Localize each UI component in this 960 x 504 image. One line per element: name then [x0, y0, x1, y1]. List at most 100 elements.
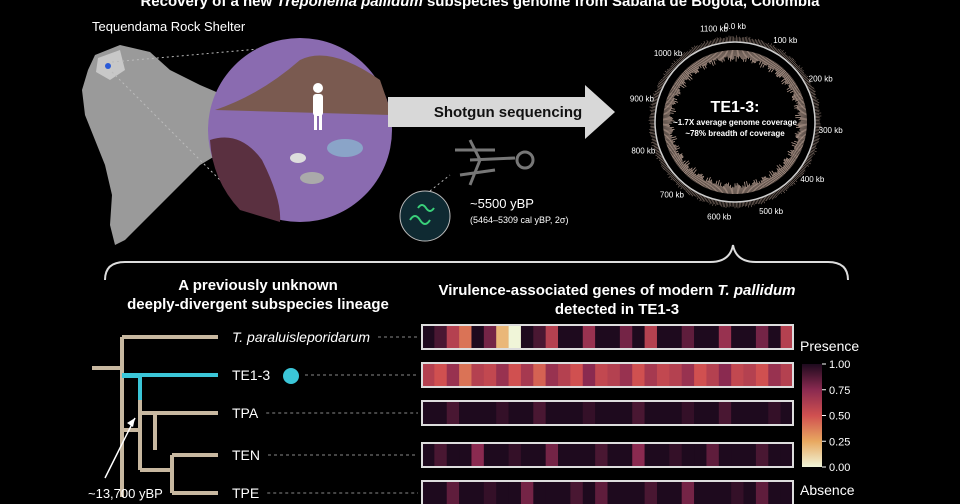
coverage-tick	[781, 71, 788, 77]
coverage-tick	[790, 87, 799, 93]
coverage-tick	[676, 79, 687, 87]
heat-cell	[570, 363, 584, 387]
coverage-tick	[812, 141, 819, 144]
heat-cell	[656, 481, 670, 504]
coverage-tick	[675, 81, 685, 89]
coverage-tick	[666, 141, 676, 145]
heat-cell	[731, 481, 744, 504]
kb-label: 900 kb	[630, 94, 655, 103]
coverage-tick	[811, 143, 817, 146]
coverage-tick	[751, 184, 755, 192]
coverage-tick	[754, 199, 756, 205]
coverage-tick	[663, 131, 673, 134]
coverage-tick	[807, 154, 813, 157]
coverage-tick	[653, 145, 659, 148]
coverage-tick	[709, 183, 714, 190]
heat-cell	[422, 443, 435, 467]
coverage-tick	[663, 129, 675, 132]
coverage-tick	[671, 62, 677, 68]
coverage-tick	[758, 54, 762, 61]
human	[313, 83, 323, 130]
heat-cell	[520, 443, 534, 467]
coverage-tick	[803, 162, 809, 167]
coverage-tick	[755, 182, 759, 191]
coverage-tick	[778, 168, 785, 175]
coverage-tick	[788, 82, 796, 88]
coverage-tick	[743, 186, 746, 194]
coverage-tick	[649, 132, 656, 135]
coverage-tick	[700, 180, 705, 186]
coverage-tick	[705, 56, 709, 63]
coverage-tick	[649, 131, 656, 133]
coverage-tick	[784, 77, 792, 84]
heat-cell	[718, 443, 732, 467]
tree	[92, 335, 218, 497]
coverage-tick	[715, 52, 719, 61]
coverage-tick	[683, 168, 689, 174]
heat-cell	[483, 363, 497, 387]
coverage-tick	[706, 180, 711, 189]
coverage-tick	[743, 50, 746, 62]
zoom-line	[429, 174, 451, 192]
lineage-heading: A previously unknown	[178, 277, 337, 294]
coverage-tick	[690, 190, 695, 196]
coverage-tick	[789, 58, 794, 64]
coverage-tick	[719, 51, 723, 63]
coverage-tick	[790, 179, 796, 185]
coverage-tick	[651, 135, 657, 138]
coverage-tick	[761, 56, 765, 63]
heat-cell	[459, 363, 472, 387]
coverage-tick	[783, 159, 792, 167]
coverage-tick	[779, 49, 784, 56]
kb-label: 1000 kb	[654, 49, 683, 58]
coverage-tick	[708, 54, 714, 66]
age: ~5500 yBP	[470, 196, 534, 211]
heat-cell	[496, 325, 509, 349]
coverage-tick	[808, 88, 815, 92]
coverage-tick	[774, 48, 778, 53]
genes-heading-part: Virulence-associated genes of modern	[438, 282, 717, 299]
coverage-tick	[805, 159, 811, 163]
coverage-tick	[667, 144, 676, 149]
coverage-tick	[795, 96, 803, 101]
genes-heading-italic: T. pallidum	[717, 282, 795, 299]
coverage-tick	[747, 51, 751, 60]
coverage-tick	[709, 40, 712, 46]
heat-cell	[570, 401, 584, 425]
coverage-tick	[669, 92, 676, 96]
coverage-tick	[750, 185, 753, 192]
coverage-tick	[651, 108, 657, 110]
coverage-tick	[756, 38, 760, 46]
coverage-tick	[668, 173, 674, 178]
zoom-line	[111, 47, 271, 63]
heat-cell	[694, 401, 707, 425]
coverage-tick	[772, 46, 776, 52]
coverage-tick	[771, 170, 779, 180]
coverage-tick	[800, 167, 806, 172]
coverage-tick	[793, 88, 800, 93]
coverage-tick	[684, 69, 690, 75]
coverage-tick	[692, 174, 697, 181]
coverage-tick	[679, 57, 683, 62]
coverage-tick	[715, 179, 720, 192]
coverage-tick	[788, 81, 795, 87]
coverage-tick	[695, 45, 699, 51]
coverage-tick	[713, 53, 717, 61]
bacterium-icon	[283, 368, 299, 384]
coverage-tick	[692, 63, 700, 73]
coverage-tick	[699, 58, 705, 67]
coverage-tick	[798, 169, 805, 175]
heat-cell	[644, 443, 658, 467]
coverage-tick	[652, 139, 658, 142]
coverage-tick	[650, 141, 658, 144]
coverage-tick	[798, 139, 805, 143]
coverage-tick	[769, 61, 775, 69]
coverage-tick	[712, 183, 716, 191]
coverage-tick	[703, 40, 707, 48]
coverage-tick	[677, 161, 683, 166]
coverage-tick	[796, 104, 805, 107]
coverage-tick	[758, 198, 761, 204]
heat-cell	[422, 401, 435, 425]
coverage-tick	[719, 185, 722, 193]
coverage-tick	[790, 60, 795, 65]
